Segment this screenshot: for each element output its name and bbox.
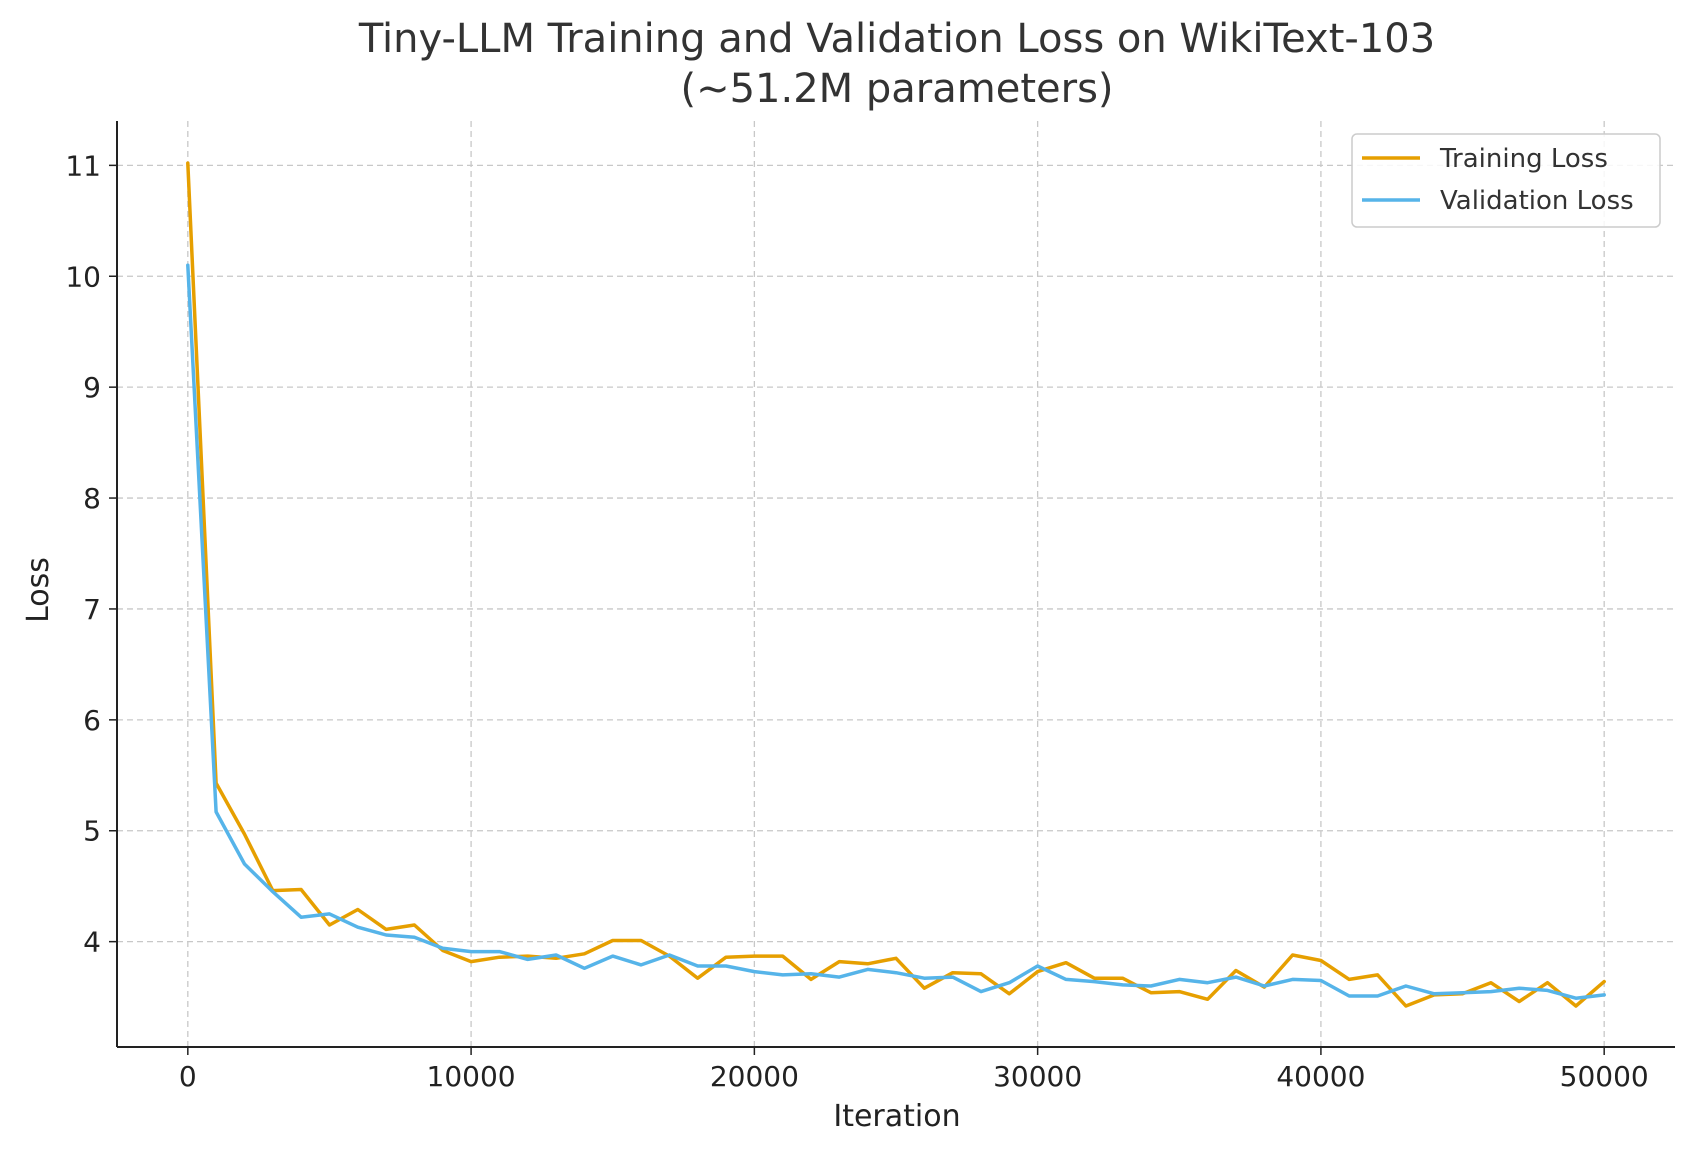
y-axis-label: Loss — [21, 557, 56, 623]
x-tick-label: 10000 — [427, 1060, 516, 1093]
x-tick-label: 0 — [179, 1060, 197, 1093]
legend-label-validation: Validation Loss — [1440, 186, 1634, 216]
y-tick-label: 8 — [83, 482, 101, 515]
legend-box — [1351, 133, 1661, 228]
chart-title: Tiny-LLM Training and Validation Loss on… — [358, 16, 1435, 62]
axes — [116, 121, 1675, 1048]
validation-loss-line — [186, 263, 1606, 1000]
grid-lines — [117, 121, 1675, 1047]
legend-label-training: Training Loss — [1439, 144, 1608, 174]
y-tick-label: 5 — [83, 815, 101, 848]
training-loss-line — [186, 161, 1606, 1008]
y-tick-label: 10 — [65, 260, 101, 293]
x-tick-label: 20000 — [710, 1060, 799, 1093]
y-tick-label: 9 — [83, 371, 101, 404]
y-tick-label: 11 — [65, 149, 101, 182]
x-tick-label: 50000 — [1560, 1060, 1649, 1093]
legend: Training Loss Validation Loss — [1351, 133, 1661, 228]
x-axis-label: Iteration — [833, 1099, 960, 1134]
x-tick-label: 40000 — [1276, 1060, 1365, 1093]
y-tick-label: 4 — [83, 926, 101, 959]
x-tick-label: 30000 — [993, 1060, 1082, 1093]
y-tick-label: 7 — [83, 593, 101, 626]
ticks: 0 10000 20000 30000 40000 50000 4 5 6 7 8 9 10 11 — [65, 149, 1648, 1093]
series-layer — [186, 161, 1606, 1008]
y-tick-label: 6 — [83, 704, 101, 737]
chart-subtitle: (~51.2M parameters) — [680, 66, 1113, 112]
